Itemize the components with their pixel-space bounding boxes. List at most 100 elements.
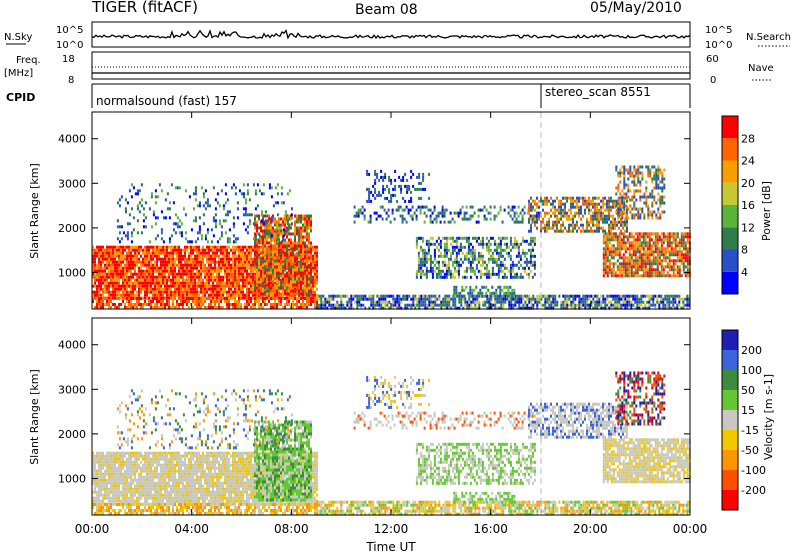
echo-cell [199, 231, 201, 234]
echo-cell [191, 228, 193, 231]
echo-cell [564, 304, 566, 307]
echo-cell [248, 258, 250, 261]
echo-cell [550, 304, 552, 307]
echo-cell [652, 304, 654, 307]
echo-cell [274, 245, 276, 248]
echo-cell [112, 297, 114, 300]
echo-cell [266, 248, 268, 251]
echo-cell [306, 272, 308, 275]
echo-cell [636, 298, 638, 301]
echo-cell [160, 294, 162, 297]
echo-cell [242, 258, 244, 261]
echo-cell [356, 304, 358, 307]
echo-cell [240, 273, 242, 276]
echo-cell [270, 248, 272, 251]
echo-cell [466, 255, 468, 258]
echo-cell [616, 221, 618, 224]
echo-cell [270, 245, 272, 248]
echo-cell [444, 255, 446, 258]
echo-cell [120, 303, 122, 306]
echo-cell [134, 303, 136, 306]
echo-cell [368, 221, 370, 224]
echo-cell [294, 242, 296, 245]
echo-cell [154, 285, 156, 288]
echo-cell [106, 261, 108, 264]
echo-cell [188, 285, 190, 288]
echo-cell [370, 301, 372, 304]
echo-cell [208, 258, 210, 261]
echo-cell [586, 206, 588, 209]
echo-cell [260, 290, 262, 293]
echo-cell [294, 303, 296, 306]
echo-cell [218, 294, 220, 297]
echo-cell [219, 204, 221, 207]
echo-cell [256, 300, 258, 303]
echo-cell [112, 288, 114, 291]
echo-cell [148, 273, 150, 276]
echo-cell [228, 285, 230, 288]
echo-cell [316, 249, 318, 252]
echo-cell [208, 294, 210, 297]
echo-cell [102, 303, 104, 306]
echo-cell [254, 251, 256, 254]
echo-cell [100, 249, 102, 252]
echo-cell [156, 246, 158, 249]
echo-cell [228, 303, 230, 306]
echo-cell [244, 279, 246, 282]
echo-cell [416, 246, 418, 249]
echo-cell [578, 212, 580, 215]
echo-cell [106, 264, 108, 267]
echo-cell [134, 288, 136, 291]
echo-cell [270, 260, 272, 263]
echo-cell [204, 297, 206, 300]
echo-cell [246, 270, 248, 273]
echo-cell [578, 215, 580, 218]
echo-cell [176, 303, 178, 306]
echo-cell [117, 219, 119, 222]
echo-cell [420, 264, 422, 267]
echo-cell [112, 264, 114, 267]
echo-cell [594, 224, 596, 227]
echo-cell [588, 221, 590, 224]
echo-cell [150, 288, 152, 291]
echo-cell [102, 288, 104, 291]
echo-cell [348, 298, 350, 301]
echo-cell [308, 251, 310, 254]
echo-cell [522, 298, 524, 301]
echo-cell [422, 270, 424, 273]
echo-cell [294, 254, 296, 257]
echo-cell [148, 297, 150, 300]
echo-cell [180, 291, 182, 294]
echo-cell [552, 206, 554, 209]
echo-cell [670, 295, 672, 298]
echo-cell [166, 261, 168, 264]
echo-cell [364, 209, 366, 212]
echo-cell [424, 273, 426, 276]
echo-cell [440, 243, 442, 246]
echo-cell [378, 295, 380, 298]
echo-cell [626, 200, 628, 203]
echo-cell [548, 301, 550, 304]
echo-cell [186, 264, 188, 267]
echo-cell [562, 209, 564, 212]
echo-cell [170, 291, 172, 294]
echo-cell [446, 240, 448, 243]
echo-cell [218, 255, 220, 258]
echo-cell [310, 281, 312, 284]
echo-cell [603, 274, 605, 277]
echo-cell [278, 263, 280, 266]
echo-cell [607, 256, 609, 259]
echo-cell [500, 252, 502, 255]
echo-cell [276, 297, 278, 300]
echo-cell [134, 246, 136, 249]
echo-cell [284, 275, 286, 278]
echo-cell [298, 248, 300, 251]
echo-cell [570, 212, 572, 215]
echo-cell [208, 264, 210, 267]
echo-cell [142, 258, 144, 261]
echo-cell [255, 189, 257, 192]
echo-cell [442, 301, 444, 304]
echo-cell [472, 206, 474, 209]
echo-cell [530, 218, 532, 221]
echo-cell [219, 219, 221, 222]
